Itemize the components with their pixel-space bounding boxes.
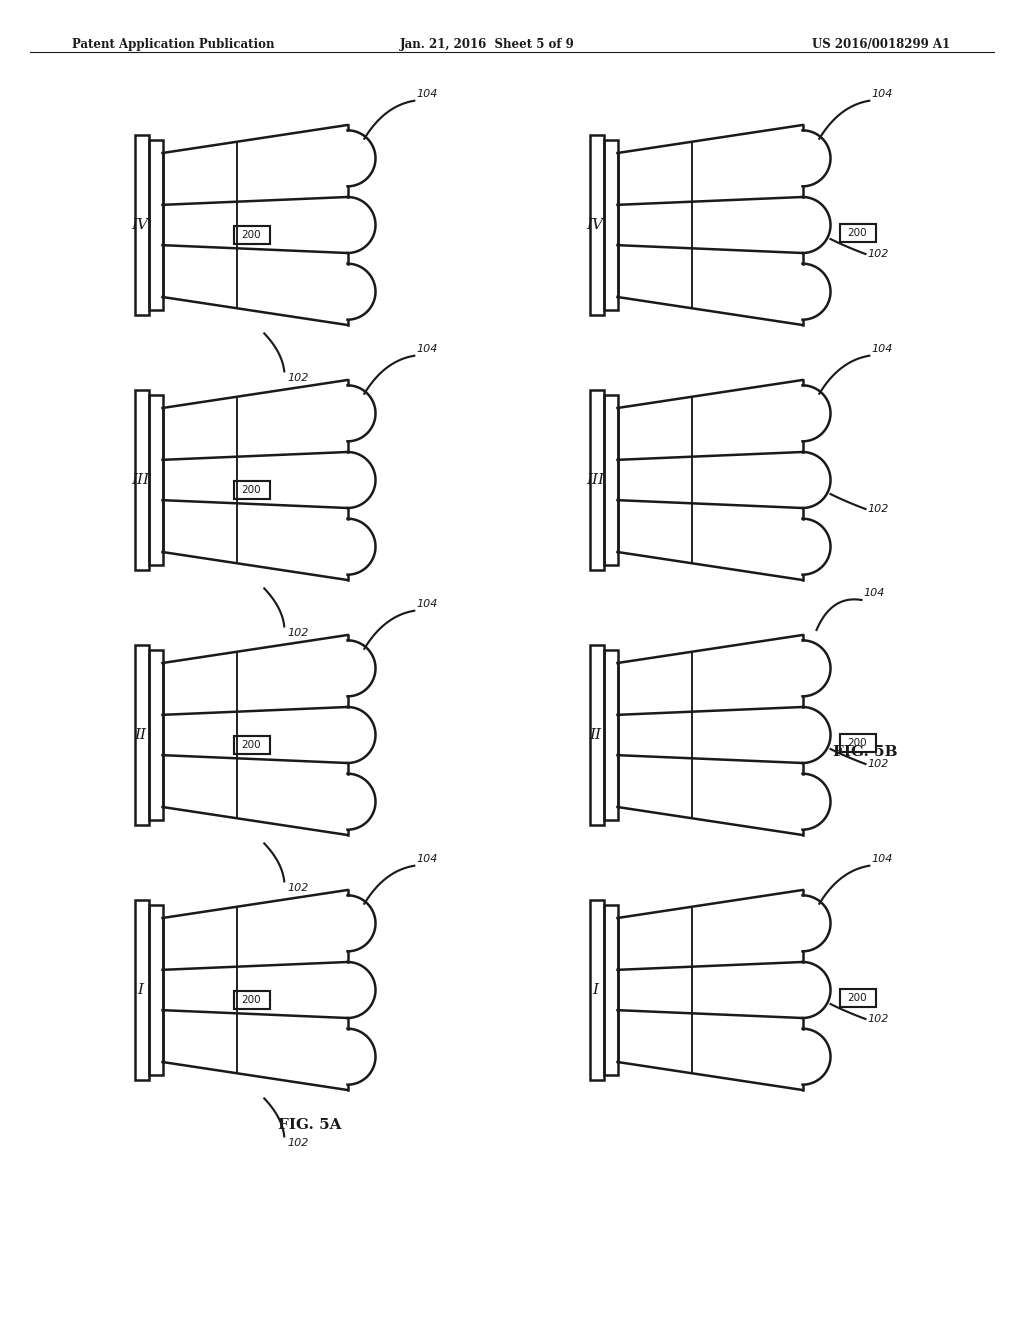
Bar <box>233 226 269 244</box>
Text: 102: 102 <box>867 759 889 770</box>
Text: II: II <box>134 729 146 742</box>
Text: 102: 102 <box>867 504 889 513</box>
Text: Patent Application Publication: Patent Application Publication <box>72 38 274 51</box>
Text: 200: 200 <box>242 230 261 240</box>
Text: 102: 102 <box>288 374 308 383</box>
Text: FIG. 5A: FIG. 5A <box>279 1118 342 1133</box>
Text: 200: 200 <box>848 738 867 748</box>
Text: 200: 200 <box>848 993 867 1003</box>
Text: III: III <box>131 473 150 487</box>
Text: III: III <box>586 473 604 487</box>
Text: I: I <box>592 983 598 997</box>
Bar <box>603 396 617 565</box>
Bar <box>134 389 148 570</box>
Text: 102: 102 <box>288 883 308 894</box>
Text: II: II <box>589 729 601 742</box>
Text: 104: 104 <box>871 88 893 99</box>
Text: 104: 104 <box>863 587 885 598</box>
Bar <box>134 645 148 825</box>
Text: Jan. 21, 2016  Sheet 5 of 9: Jan. 21, 2016 Sheet 5 of 9 <box>400 38 574 51</box>
Text: 104: 104 <box>417 599 437 609</box>
Bar <box>603 651 617 820</box>
Text: 102: 102 <box>867 249 889 259</box>
Bar <box>134 135 148 315</box>
Bar <box>840 989 876 1007</box>
Bar <box>148 651 163 820</box>
Text: 102: 102 <box>288 628 308 639</box>
Bar <box>233 737 269 754</box>
Bar <box>134 900 148 1080</box>
Bar <box>590 645 603 825</box>
Bar <box>840 224 876 242</box>
Text: 102: 102 <box>867 1014 889 1024</box>
Text: 104: 104 <box>417 343 437 354</box>
Text: 200: 200 <box>848 228 867 238</box>
Bar <box>603 906 617 1074</box>
Bar <box>603 140 617 310</box>
Bar <box>233 480 269 499</box>
Bar <box>590 900 603 1080</box>
Text: 104: 104 <box>417 854 437 863</box>
Text: 200: 200 <box>242 484 261 495</box>
Text: 104: 104 <box>871 343 893 354</box>
Bar <box>840 734 876 752</box>
Text: 104: 104 <box>417 88 437 99</box>
Text: I: I <box>137 983 143 997</box>
Bar <box>590 389 603 570</box>
Text: 102: 102 <box>288 1138 308 1148</box>
Text: 200: 200 <box>242 741 261 750</box>
Text: IV: IV <box>587 218 603 232</box>
Bar <box>148 906 163 1074</box>
Bar <box>148 396 163 565</box>
Text: FIG. 5B: FIG. 5B <box>833 744 897 759</box>
Text: 104: 104 <box>871 854 893 863</box>
Bar <box>148 140 163 310</box>
Text: US 2016/0018299 A1: US 2016/0018299 A1 <box>812 38 950 51</box>
Bar <box>233 991 269 1008</box>
Bar <box>590 135 603 315</box>
Text: 200: 200 <box>242 995 261 1005</box>
Text: IV: IV <box>131 218 148 232</box>
